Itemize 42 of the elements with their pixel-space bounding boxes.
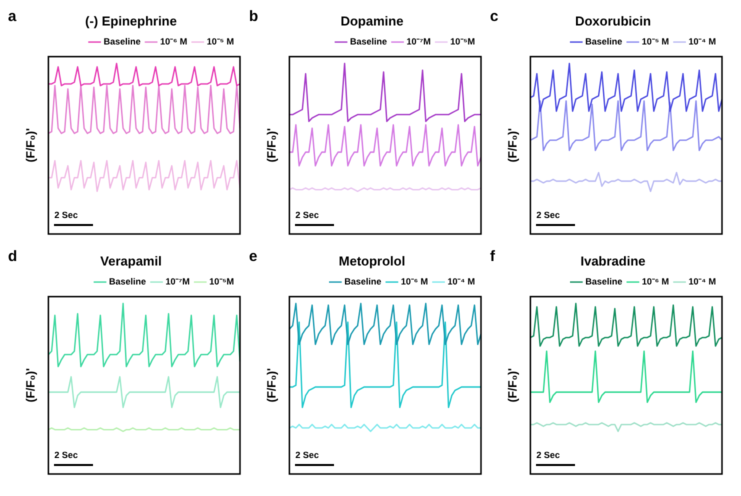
- legend-label: 10⁻⁶ M: [400, 276, 428, 287]
- chart-title: (-) Epinephrine: [85, 13, 177, 28]
- legend-label: 10⁻⁴ M: [688, 36, 716, 47]
- legend-label: 10⁻⁷M: [406, 36, 431, 47]
- chart-title: Dopamine: [340, 13, 404, 28]
- legend-label: 10⁻⁵ M: [206, 36, 234, 47]
- legend-label: Baseline: [104, 36, 141, 47]
- annotation: 2 Sec: [54, 450, 78, 460]
- text: f: [490, 248, 495, 265]
- y-axis-title: (F/F₀)': [24, 368, 38, 402]
- y-axis-title: (F/F₀)': [264, 368, 279, 402]
- annotation: 2 Sec: [295, 210, 319, 220]
- y-axis-title: (F/F₀)': [506, 368, 520, 402]
- y-axis-title: (F/F₀)': [264, 128, 279, 162]
- annotation: 2 Sec: [54, 210, 78, 220]
- legend-label: Baseline: [350, 36, 388, 47]
- legend-label: 10⁻⁴ M: [688, 276, 716, 287]
- text: b: [249, 8, 258, 25]
- legend-label: 10⁻⁴ M: [448, 276, 476, 287]
- legend-label: Baseline: [109, 276, 146, 287]
- legend-label: 10⁻⁶ M: [160, 36, 188, 47]
- legend-label: 10⁻⁷M: [166, 276, 190, 287]
- chart-title: Verapamil: [100, 253, 162, 268]
- legend-label: Baseline: [585, 36, 622, 47]
- legend-label: Baseline: [585, 276, 622, 287]
- y-axis-title: (F/F₀)': [506, 128, 520, 162]
- legend-label: 10⁻⁵M: [450, 36, 476, 47]
- chart-title: Doxorubicin: [575, 13, 651, 28]
- legend-label: 10⁻⁶ M: [642, 276, 670, 287]
- legend-label: 10⁻⁵ M: [642, 36, 670, 47]
- chart-title: Metoprolol: [338, 253, 406, 268]
- text: c: [490, 8, 498, 25]
- y-axis-title: (F/F₀)': [24, 128, 38, 162]
- legend-label: 10⁻⁵M: [209, 276, 234, 287]
- text: e: [249, 248, 258, 265]
- text: a: [8, 8, 16, 25]
- legend-label: Baseline: [344, 276, 382, 287]
- annotation: 2 Sec: [295, 450, 319, 460]
- chart-title: Ivabradine: [580, 253, 646, 268]
- annotation: 2 Sec: [536, 210, 560, 220]
- text: d: [8, 248, 18, 265]
- annotation: 2 Sec: [536, 450, 560, 460]
